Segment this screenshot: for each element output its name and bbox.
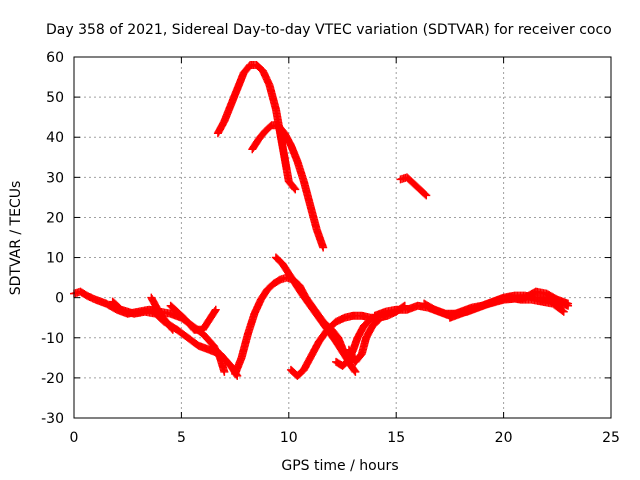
y-tick-label: 40 [46, 130, 64, 146]
data-point [421, 190, 430, 199]
y-tick-label: -10 [41, 331, 64, 347]
x-tick-label: 0 [70, 430, 79, 446]
x-tick-label: 10 [280, 430, 298, 446]
y-tick-label: 50 [46, 90, 64, 106]
x-tick-label: 25 [602, 430, 620, 446]
data-series [70, 61, 573, 380]
data-point [220, 367, 229, 376]
y-tick-label: 60 [46, 50, 64, 66]
data-point [558, 306, 567, 315]
series-arc-baseline-east-3 [445, 287, 573, 322]
data-point [211, 305, 220, 314]
data-point [351, 367, 360, 376]
plot-frame [73, 56, 612, 419]
y-tick-label: -30 [41, 411, 64, 427]
data-point [422, 191, 431, 200]
data-point [168, 325, 177, 334]
data-point [167, 324, 176, 333]
chart-title: Day 358 of 2021, Sidereal Day-to-day VTE… [46, 22, 612, 38]
y-tick-label: 10 [46, 251, 64, 267]
y-axis-label: SDTVAR / TECUs [8, 181, 24, 296]
series-arc-30 [396, 173, 431, 200]
y-tick-label: -20 [41, 371, 64, 387]
x-axis-label: GPS time / hours [281, 458, 398, 474]
x-tick-label: 20 [495, 430, 513, 446]
gridlines [74, 57, 611, 418]
data-point [350, 366, 359, 375]
data-point [319, 243, 328, 252]
y-tick-label: 20 [46, 210, 64, 226]
series-arc-peak-43 [248, 121, 328, 252]
y-tick-label: 0 [55, 291, 64, 307]
series-arc-short-b [166, 301, 220, 334]
data-point [290, 184, 299, 193]
x-tick-label: 15 [387, 430, 405, 446]
series-arc-dip-13b [344, 315, 384, 366]
axis-ticks: -30 -20 -10 0 10 20 30 40 50 60 0 5 10 15 20 25 [41, 50, 620, 446]
data-point [210, 306, 219, 315]
y-tick-label: 30 [46, 170, 64, 186]
series-arc-short-a [147, 293, 177, 334]
x-tick-label: 5 [177, 430, 186, 446]
series-arc-dip-13 [332, 313, 381, 370]
series-arc-peak-58 [213, 61, 300, 194]
data-point [564, 299, 573, 308]
data-point [291, 185, 300, 194]
data-point [559, 307, 568, 316]
